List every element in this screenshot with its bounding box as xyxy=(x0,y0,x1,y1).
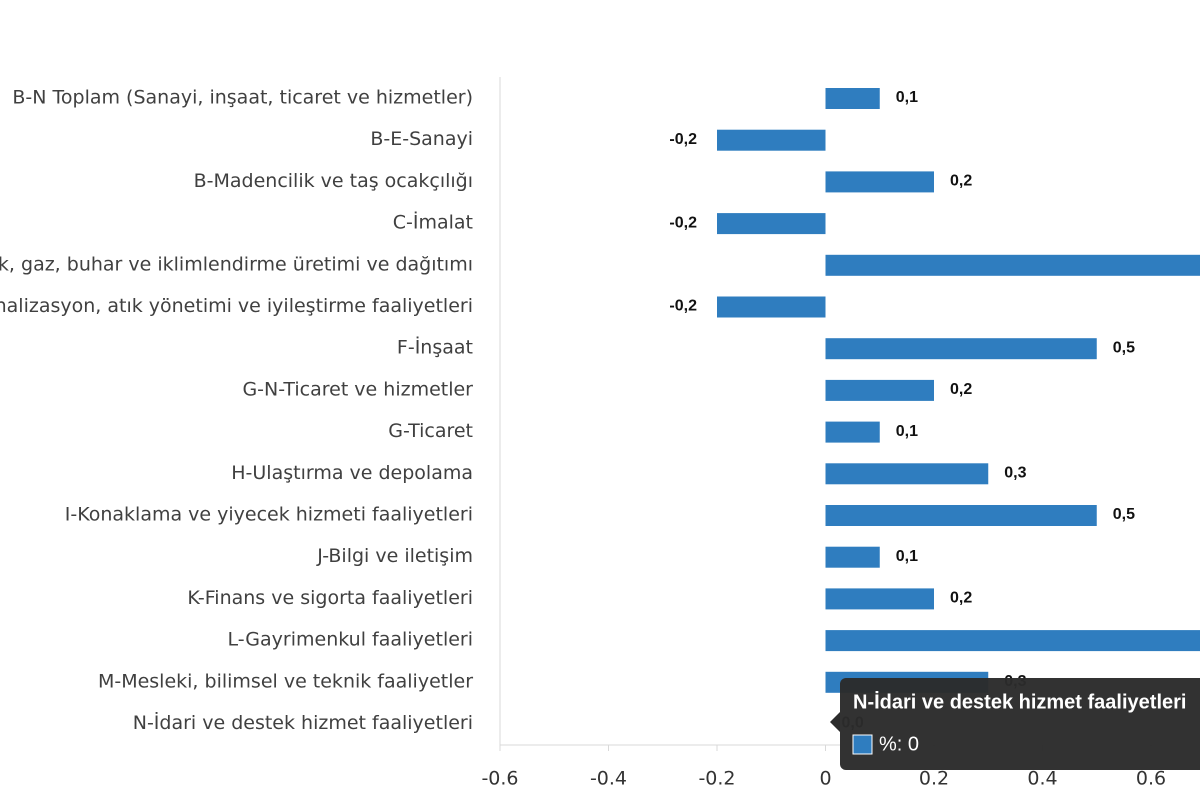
category-label: B-N Toplam (Sanayi, inşaat, ticaret ve h… xyxy=(12,87,473,109)
bar xyxy=(717,213,826,235)
tooltip: N-İdari ve destek hizmet faaliyetleri %: … xyxy=(830,678,1200,770)
bar xyxy=(717,129,826,151)
category-label: E-Su temini; kanalizasyon, atık yönetimi… xyxy=(0,295,473,317)
value-label: 0,2 xyxy=(950,173,972,190)
bar xyxy=(825,171,934,193)
category-label: H-Ulaştırma ve depolama xyxy=(231,462,473,484)
tooltip-title: N-İdari ve destek hizmet faaliyetleri xyxy=(853,690,1186,713)
category-label: M-Mesleki, bilimsel ve teknik faaliyetle… xyxy=(98,670,473,692)
category-label: D-Elektrik, gaz, buhar ve iklimlendirme … xyxy=(0,253,473,275)
category-label: G-N-Ticaret ve hizmetler xyxy=(242,378,473,400)
bar xyxy=(825,505,1097,526)
x-tick-label: 0.4 xyxy=(1027,768,1057,790)
category-label: B-E-Sanayi xyxy=(370,128,473,150)
category-label: F-İnşaat xyxy=(397,336,473,359)
x-tick-label: -0.2 xyxy=(698,768,735,790)
bar xyxy=(717,296,826,318)
tooltip-swatch xyxy=(852,734,873,755)
category-label: I-Konaklama ve yiyecek hizmeti faaliyetl… xyxy=(65,504,473,526)
tooltip-text: %: 0 xyxy=(879,733,919,755)
bar xyxy=(825,630,1200,652)
bar xyxy=(825,546,880,568)
x-tick-label: 0.6 xyxy=(1136,768,1166,790)
x-tick-label: 0 xyxy=(819,768,831,790)
value-label: 0,1 xyxy=(896,548,918,565)
value-label: 0,3 xyxy=(1004,465,1026,482)
bar xyxy=(825,254,1200,276)
category-label: J-Bilgi ve iletişim xyxy=(316,545,473,567)
bar xyxy=(825,588,934,610)
bar xyxy=(825,379,934,401)
value-label: 0,5 xyxy=(1113,506,1135,523)
category-label: K-Finans ve sigorta faaliyetleri xyxy=(187,587,473,609)
value-label: 0,5 xyxy=(1113,339,1135,356)
tooltip-box xyxy=(840,678,1200,770)
category-label: L-Gayrimenkul faaliyetleri xyxy=(228,629,474,651)
x-tick-label: -0.6 xyxy=(481,768,518,790)
value-label: 0,1 xyxy=(896,89,918,106)
x-tick-label: -0.4 xyxy=(590,768,627,790)
bar xyxy=(825,338,1097,360)
value-label: -0,2 xyxy=(669,131,697,148)
value-label: 0,1 xyxy=(896,423,918,440)
bar xyxy=(825,421,880,443)
value-label: -0,2 xyxy=(669,214,697,231)
category-label: B-Madencilik ve taş ocakçılığı xyxy=(194,170,473,192)
bar xyxy=(825,463,989,485)
x-tick-label: 0.2 xyxy=(919,768,949,790)
value-label: -0,2 xyxy=(669,298,697,315)
tooltip-pointer xyxy=(830,712,840,732)
value-label: 0,2 xyxy=(950,381,972,398)
category-label: N-İdari ve destek hizmet faaliyetleri xyxy=(133,711,473,734)
category-label: C-İmalat xyxy=(393,211,473,234)
value-label: 0,2 xyxy=(950,590,972,607)
bar xyxy=(825,88,880,109)
category-label: G-Ticaret xyxy=(388,420,473,442)
